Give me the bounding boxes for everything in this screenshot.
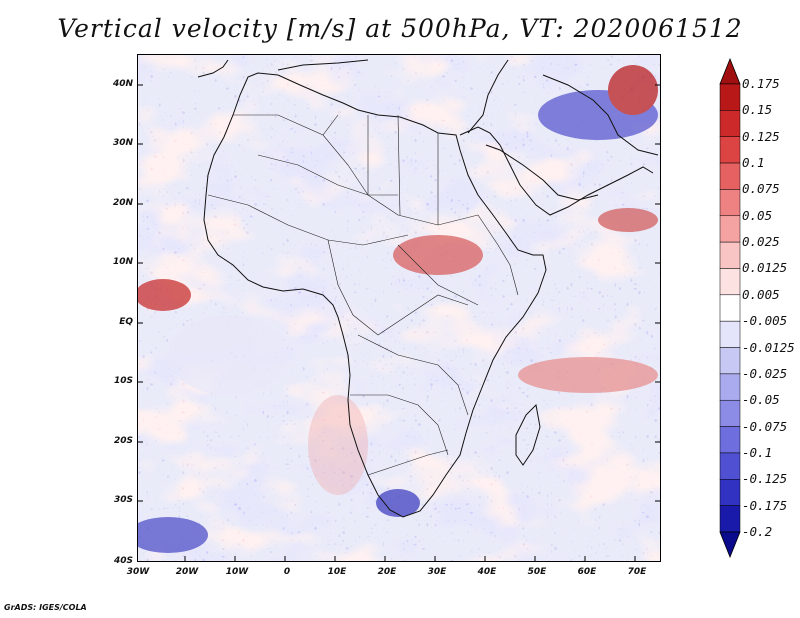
lat-label-30s: 30S (113, 495, 133, 505)
lon-label-70e: 70E (627, 567, 647, 577)
colorbar-label: 0.175 (742, 76, 780, 91)
lon-label-20w: 20W (175, 567, 199, 577)
colorbar-label: -0.125 (742, 471, 788, 487)
colorbar-bottom-triangle (719, 531, 741, 558)
colorbar-box (719, 268, 741, 296)
colorbar-box (719, 215, 741, 243)
colorbar-box (719, 505, 741, 533)
lon-label-20e: 20E (377, 567, 397, 577)
colorbar-label: -0.175 (742, 497, 788, 513)
lon-label-30e: 30E (427, 567, 447, 577)
colorbar-box (719, 426, 741, 454)
footer-credit: GrADS: IGES/COLA (4, 603, 87, 612)
lon-label-0: 0 (283, 567, 291, 577)
country-borders (207, 114, 519, 476)
colorbar-label: 0.025 (742, 234, 780, 250)
lat-label-10s: 10S (113, 376, 133, 386)
colorbar-box (719, 241, 741, 269)
colorbar-box (719, 136, 741, 164)
colorbar-box (719, 320, 741, 348)
colorbar-label: 0.075 (742, 181, 780, 197)
coastlines (197, 59, 659, 518)
lon-label-10e: 10E (327, 567, 347, 577)
lon-label-60e: 60E (577, 567, 597, 577)
colorbar-box (719, 162, 741, 190)
lon-label-40e: 40E (477, 567, 497, 577)
colorbar-label: -0.1 (742, 444, 773, 460)
colorbar-box (719, 399, 741, 427)
colorbar-label: -0.075 (742, 418, 788, 434)
colorbar-label: 0.125 (742, 128, 780, 144)
colorbar-label: 0.15 (742, 102, 773, 118)
strong-features (138, 65, 658, 553)
lat-label-eq: EQ (119, 317, 133, 327)
colorbar-label: -0.005 (742, 313, 788, 329)
colorbar-box (719, 452, 741, 480)
colorbar-label: -0.025 (742, 365, 788, 381)
colorbar-box (719, 347, 741, 375)
colorbar-box (719, 110, 741, 137)
lon-label-50e: 50E (527, 567, 547, 577)
map-panel (137, 54, 661, 562)
vertical-velocity-field (138, 55, 660, 561)
colorbar-box (719, 373, 741, 401)
lat-label-20s: 20S (113, 436, 133, 446)
colorbar-label: -0.0125 (742, 339, 795, 355)
map-title: Vertical velocity [m/s] at 500hPa, VT: 2… (57, 14, 743, 43)
colorbar-label: -0.2 (742, 524, 773, 539)
colorbar-label: 0.1 (742, 155, 765, 171)
lat-label-10n: 10N (112, 257, 133, 267)
colorbar-label: -0.05 (742, 392, 780, 408)
colorbar-top-triangle (719, 58, 741, 85)
lat-label-30n: 30N (112, 138, 133, 148)
colorbar (719, 58, 741, 558)
colorbar-box (719, 83, 741, 111)
colorbar-box (719, 189, 741, 217)
inner-ticks (138, 84, 660, 561)
lat-label-40n: 40N (112, 79, 133, 89)
colorbar-label: 0.05 (742, 207, 773, 223)
lat-label-40s: 40S (113, 556, 133, 566)
contour-speckle (138, 55, 660, 561)
lat-label-20n: 20N (112, 198, 133, 208)
colorbar-label: 0.0125 (742, 260, 788, 276)
colorbar-label: 0.005 (742, 286, 780, 302)
colorbar-box (719, 294, 741, 322)
lon-label-10w: 10W (225, 567, 249, 577)
lon-label-30w: 30W (126, 567, 150, 577)
colorbar-box (719, 479, 741, 506)
